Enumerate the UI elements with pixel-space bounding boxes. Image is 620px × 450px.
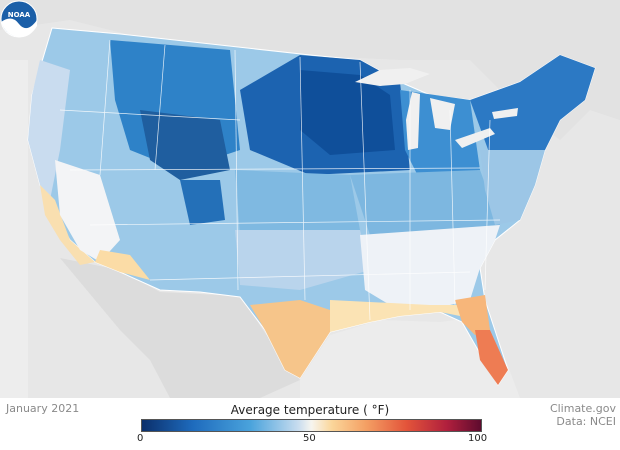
legend-tick-min: 0 [137, 433, 144, 444]
lake-erie [455, 128, 495, 148]
date-label: January 2021 [6, 402, 80, 415]
zone-colorado-core [180, 180, 225, 225]
zone-south-florida [475, 330, 508, 385]
state-borders [59, 39, 501, 321]
lake-michigan [406, 92, 420, 150]
map-area: NOAA [0, 0, 620, 398]
zone-north-florida [455, 295, 490, 335]
pacific-ocean [0, 60, 28, 398]
legend-tick-mid: 50 [303, 433, 316, 444]
legend-title: Average temperature ( °F) [230, 403, 390, 417]
zone-wyoming-core [140, 110, 230, 180]
gulf-of-mexico [300, 318, 520, 398]
zone-gulf-coast [330, 300, 470, 332]
zone-great-lakes [400, 90, 480, 180]
zone-central-plains [235, 170, 360, 235]
zone-california-interior [55, 160, 120, 262]
legend-footer: January 2021 Average temperature ( °F) C… [0, 398, 620, 450]
credit-line-1: Climate.gov [549, 402, 616, 415]
zone-southeast [360, 225, 500, 310]
zone-southwest-desert [95, 250, 150, 280]
us-temperature-map [0, 0, 620, 398]
mexico-landmass [60, 258, 300, 398]
credit-line-2: Data: NCEI [556, 415, 616, 428]
zone-pacific-coast [28, 60, 70, 200]
lake-superior [355, 68, 430, 86]
zone-texas-gulf [250, 300, 330, 378]
canada-landmass [0, 0, 620, 140]
zone-upper-midwest [300, 70, 395, 155]
zone-northeast [470, 55, 595, 155]
zone-california-coast [40, 185, 95, 265]
legend-tick-max: 100 [468, 433, 488, 444]
zone-ohio-valley [350, 170, 500, 235]
legend-color-bar [141, 419, 482, 432]
noaa-logo-text: NOAA [8, 11, 31, 19]
noaa-logo: NOAA [0, 0, 38, 38]
lake-ontario [492, 108, 518, 119]
source-credit: Climate.gov Data: NCEI [550, 402, 616, 428]
zone-mid-atlantic [480, 150, 545, 225]
lake-huron [430, 98, 455, 130]
